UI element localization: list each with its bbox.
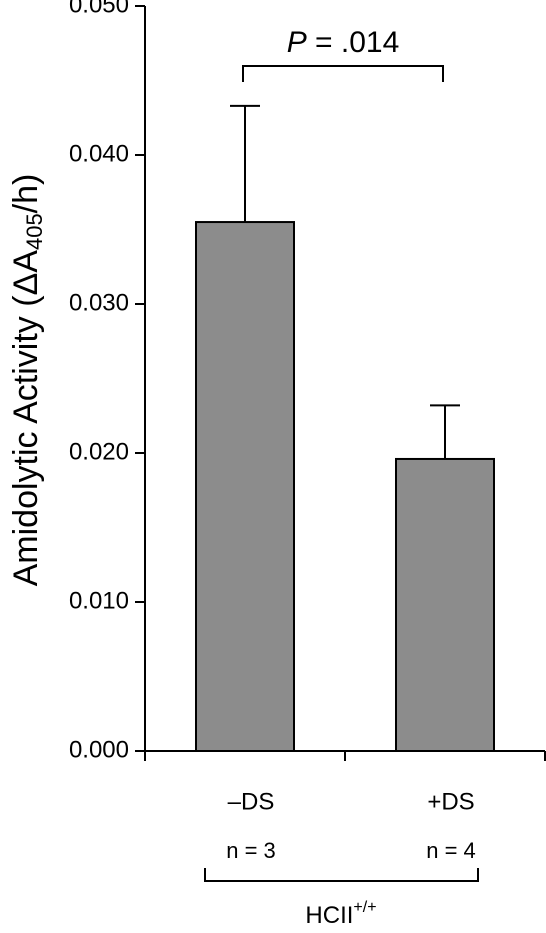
error-bar bbox=[230, 104, 260, 223]
y-label-text: Amidolytic Activity (ΔA bbox=[7, 250, 45, 587]
bar bbox=[195, 221, 295, 753]
y-axis-label: Amidolytic Activity (ΔA405/h) bbox=[7, 174, 47, 587]
annotation-symbol: P bbox=[287, 26, 307, 59]
y-tick-label: 0.040 bbox=[69, 140, 129, 167]
bar bbox=[395, 457, 495, 752]
group-bracket bbox=[204, 868, 479, 882]
annotation-text: = .014 bbox=[315, 26, 399, 59]
y-tick-label: 0.000 bbox=[69, 736, 129, 763]
significance-bracket bbox=[242, 65, 444, 82]
group-label-text: HCII bbox=[305, 902, 353, 929]
x-tick-label: –DS bbox=[228, 788, 275, 815]
error-bar bbox=[430, 404, 460, 459]
y-tick-label: 0.020 bbox=[69, 438, 129, 465]
y-tick-label: 0.050 bbox=[69, 0, 129, 18]
x-tick-label: +DS bbox=[427, 788, 474, 815]
group-label-superscript: +/+ bbox=[353, 899, 376, 916]
y-label-suffix: /h) bbox=[7, 174, 45, 214]
sample-size: n = 3 bbox=[226, 838, 276, 863]
group-label: HCII+/+ bbox=[305, 899, 376, 929]
sample-size: n = 4 bbox=[426, 838, 476, 863]
y-tick-label: 0.010 bbox=[69, 587, 129, 614]
annotation: P = .014 bbox=[287, 26, 400, 59]
y-label-subscript: 405 bbox=[22, 213, 47, 250]
y-tick-label: 0.030 bbox=[69, 289, 129, 316]
